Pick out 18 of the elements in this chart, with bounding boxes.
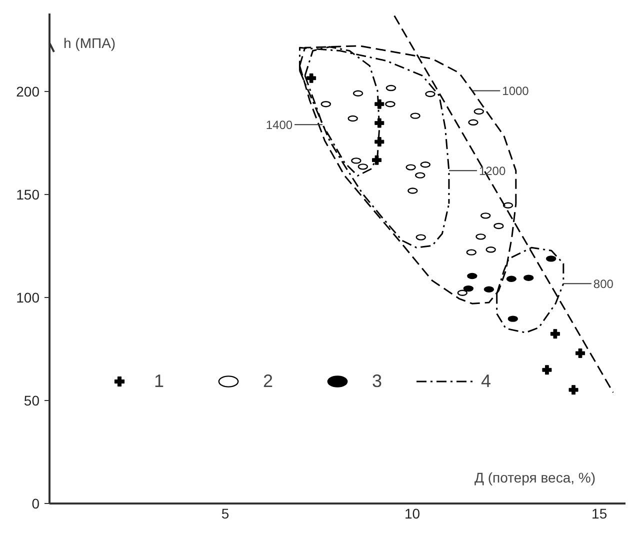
y-tick-label: 200 — [16, 84, 40, 100]
legend-label: 3 — [372, 370, 384, 392]
legend-label: 2 — [263, 370, 274, 392]
legend-label: 4 — [481, 370, 492, 392]
y-tick-label: 150 — [16, 186, 40, 203]
annotation: 1200 — [478, 164, 506, 178]
annotation: 1000 — [502, 84, 530, 98]
annotation: 1400 — [266, 118, 293, 132]
x-tick-label: 15 — [592, 506, 608, 522]
x-tick-label: 10 — [404, 506, 420, 522]
y-tick-label: 50 — [24, 392, 40, 409]
y-axis-title: h (МПА) — [64, 34, 116, 51]
annotation: 800 — [593, 277, 614, 292]
y-tick-label: 0 — [32, 496, 40, 512]
y-tick-label: 100 — [16, 290, 40, 306]
legend-label: 1 — [154, 370, 166, 392]
x-tick-label: 5 — [221, 506, 230, 522]
x-axis-title: Д (потеря веса, %) — [474, 470, 596, 486]
